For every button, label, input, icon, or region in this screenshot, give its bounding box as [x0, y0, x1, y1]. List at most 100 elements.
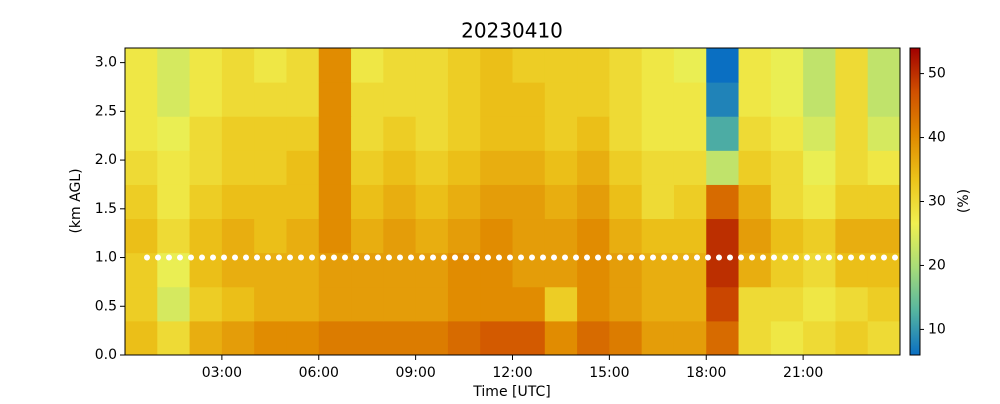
heatmap-cell [383, 116, 417, 151]
heatmap-cell [125, 252, 158, 288]
heatmap-cell [770, 320, 804, 356]
heatmap-cell [415, 48, 449, 83]
colorbar-tick-label: 30 [928, 194, 946, 210]
heatmap-cell [125, 320, 158, 356]
heatmap-cell [157, 252, 191, 288]
x-tick-label: 18:00 [686, 365, 726, 381]
heatmap-cell [512, 150, 546, 185]
heatmap-cell [351, 286, 384, 322]
heatmap-cell [447, 48, 481, 83]
heatmap-cell [286, 320, 320, 356]
heatmap-cell [415, 82, 449, 117]
heatmap-cell [673, 218, 707, 254]
heatmap-cell [577, 218, 610, 254]
heatmap-cell [609, 252, 643, 288]
heatmap-cell [641, 48, 675, 83]
heatmap-cell [221, 150, 255, 185]
heatmap-cell [867, 116, 901, 151]
heatmap-cell [447, 116, 481, 151]
colorbar-tick-label: 40 [928, 130, 946, 146]
heatmap-cell [318, 320, 352, 356]
heatmap-cell [480, 48, 513, 83]
heatmap-cell [447, 184, 481, 220]
heatmap-cell [512, 252, 546, 288]
heatmap-cell [512, 320, 546, 356]
heatmap-cell [383, 48, 417, 83]
heatmap-cell [673, 252, 707, 288]
heatmap-cell [383, 82, 417, 117]
heatmap-cell [286, 48, 320, 83]
heatmap-cell [189, 150, 223, 185]
heatmap-cell [770, 48, 804, 83]
heatmap-cell [189, 218, 223, 254]
heatmap-cell [544, 252, 578, 288]
heatmap-cell [351, 320, 384, 356]
heatmap-cell [318, 150, 352, 185]
heatmap-cell [480, 320, 513, 356]
heatmap-cell [125, 286, 158, 322]
x-tick-label: 21:00 [783, 365, 823, 381]
heatmap-cell [673, 82, 707, 117]
heatmap-cell [544, 286, 578, 322]
heatmap-cell [351, 82, 384, 117]
colorbar-tick-label: 20 [928, 257, 946, 273]
heatmap-cell [803, 320, 836, 356]
heatmap-cell [480, 184, 513, 220]
heatmap-cell [221, 82, 255, 117]
heatmap-cell [641, 252, 675, 288]
heatmap-cell [125, 82, 158, 117]
heatmap-cell [189, 286, 223, 322]
x-tick-label: 06:00 [299, 365, 339, 381]
heatmap-cell [835, 184, 869, 220]
y-tick-label: 2.0 [95, 152, 117, 168]
heatmap-cell [803, 286, 836, 322]
heatmap-cell [318, 48, 352, 83]
heatmap-cell [415, 286, 449, 322]
heatmap-cell [544, 116, 578, 151]
heatmap-cell [512, 286, 546, 322]
heatmap-cell [125, 48, 158, 83]
heatmap-cell [673, 184, 707, 220]
heatmap-cell [480, 150, 513, 185]
heatmap-cell [318, 218, 352, 254]
heatmap-cell [221, 184, 255, 220]
heatmap-cell [577, 286, 610, 322]
heatmap-cell [738, 150, 772, 185]
heatmap-cell [544, 82, 578, 117]
heatmap-cell [641, 116, 675, 151]
heatmap-cell [835, 150, 869, 185]
heatmap-cell [577, 320, 610, 356]
heatmap-cell [447, 320, 481, 356]
heatmap-cell [867, 150, 901, 185]
heatmap-cell [544, 320, 578, 356]
heatmap-cell [641, 218, 675, 254]
heatmap-cell [835, 48, 869, 83]
heatmap-cell [286, 82, 320, 117]
y-tick-label: 3.0 [95, 55, 117, 71]
heatmap-cell [867, 286, 901, 322]
heatmap-cell [480, 218, 513, 254]
heatmap-cell [254, 116, 287, 151]
y-tick-label: 1.0 [95, 250, 117, 266]
heatmap-cell [706, 150, 740, 185]
heatmap-cell [189, 252, 223, 288]
heatmap-cell [480, 116, 513, 151]
x-tick-label: 15:00 [589, 365, 629, 381]
y-tick-label: 0.5 [95, 298, 117, 314]
heatmap-cell [706, 252, 740, 288]
heatmap-cell [415, 218, 449, 254]
heatmap-cell [867, 82, 901, 117]
heatmap-cell [577, 82, 610, 117]
heatmap-cell [738, 184, 772, 220]
heatmap-cell [738, 286, 772, 322]
heatmap-cell [835, 286, 869, 322]
heatmap-cell [673, 320, 707, 356]
heatmap-cell [770, 286, 804, 322]
heatmap-cell [803, 218, 836, 254]
heatmap-cell [351, 218, 384, 254]
heatmap-cell [189, 116, 223, 151]
heatmap-cell [770, 150, 804, 185]
heatmap-cell [803, 184, 836, 220]
heatmap-cell [609, 286, 643, 322]
